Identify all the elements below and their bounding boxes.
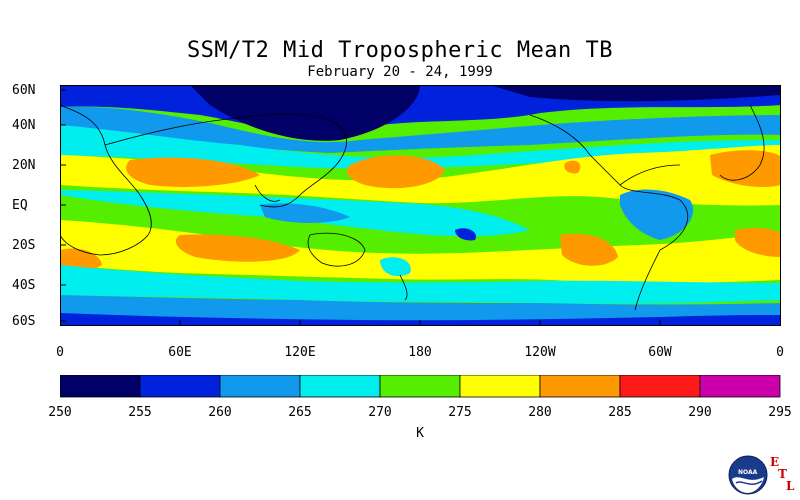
lon-label-60e: 60E xyxy=(168,345,192,360)
north-light-blue-band xyxy=(60,106,781,153)
colorbar-swatch-2 xyxy=(219,375,301,398)
colorbar-swatch-0 xyxy=(60,375,141,398)
lat-label-60n: 60N xyxy=(12,83,36,98)
colorbar-swatch-7 xyxy=(619,375,701,398)
orange-patch-asia xyxy=(126,157,260,187)
lon-label-180: 180 xyxy=(408,345,432,360)
lon-label-60w: 60W xyxy=(648,345,672,360)
lat-label-eq: EQ xyxy=(12,198,28,213)
lon-label-0-east: 0 xyxy=(776,345,784,360)
north-polar-cold-region-2 xyxy=(490,85,781,102)
etl-letter-t: T xyxy=(778,467,787,481)
lat-label-60s: 60S xyxy=(12,314,36,329)
orange-patch-south-pacific xyxy=(560,233,618,266)
north-polar-cold-region xyxy=(190,85,420,141)
colorbar-swatch-8 xyxy=(699,375,781,398)
colorbar-tick-265: 265 xyxy=(288,405,312,420)
map-title: SSM/T2 Mid Tropospheric Mean TB xyxy=(186,38,614,63)
lat-label-40s: 40S xyxy=(12,278,36,293)
colorbar-tick-295: 295 xyxy=(768,405,792,420)
colorbar-unit-label: K xyxy=(416,426,424,441)
lon-label-120e: 120E xyxy=(284,345,316,360)
south-america-blue xyxy=(620,189,694,240)
colorbar-tick-290: 290 xyxy=(688,405,712,420)
orange-patch-south-atlantic xyxy=(735,227,781,257)
colorbar-tick-260: 260 xyxy=(208,405,232,420)
noaa-logo-text: NOAA xyxy=(738,469,758,476)
colorbar-tick-280: 280 xyxy=(528,405,552,420)
colorbar-swatch-5 xyxy=(459,375,541,398)
maritime-continent-blue xyxy=(260,203,350,223)
orange-patch-mexico xyxy=(564,160,581,174)
etl-letter-e: E xyxy=(770,455,780,469)
colorbar-tick-250: 250 xyxy=(48,405,72,420)
lat-label-20s: 20S xyxy=(12,238,36,253)
coastlines xyxy=(60,104,765,311)
southern-yellow-band xyxy=(60,220,781,284)
noaa-emblem-icon xyxy=(728,455,768,495)
colorbar-swatch-6 xyxy=(539,375,621,398)
lat-label-40n: 40N xyxy=(12,118,36,133)
colorbar-tick-270: 270 xyxy=(368,405,392,420)
orange-patch-north-africa xyxy=(710,150,781,187)
noaa-logo: NOAA E T L xyxy=(728,455,794,499)
colorbar xyxy=(60,375,781,398)
colorbar-swatch-1 xyxy=(139,375,221,398)
equatorial-green-band xyxy=(60,185,781,244)
colorbar-tick-255: 255 xyxy=(128,405,152,420)
colorbar-swatch-3 xyxy=(299,375,381,398)
lon-label-120w: 120W xyxy=(524,345,556,360)
cyan-spot-south-pacific xyxy=(380,257,411,277)
tropical-yellow-band xyxy=(60,145,781,206)
orange-patch-central-pacific xyxy=(346,155,445,189)
lon-label-0: 0 xyxy=(56,345,64,360)
map-subtitle: February 20 - 24, 1999 xyxy=(307,64,493,80)
pacific-deep-blue-spot xyxy=(455,228,476,241)
colorbar-tick-275: 275 xyxy=(448,405,472,420)
colorbar-tick-285: 285 xyxy=(608,405,632,420)
temperature-map xyxy=(60,85,781,326)
orange-patch-indian-ocean xyxy=(175,234,300,262)
southern-blue-band xyxy=(60,313,781,326)
map-ticks xyxy=(60,89,661,326)
colorbar-swatch-4 xyxy=(379,375,461,398)
etl-letter-l: L xyxy=(786,479,795,493)
southern-cyan-band xyxy=(60,265,781,304)
lat-label-20n: 20N xyxy=(12,158,36,173)
